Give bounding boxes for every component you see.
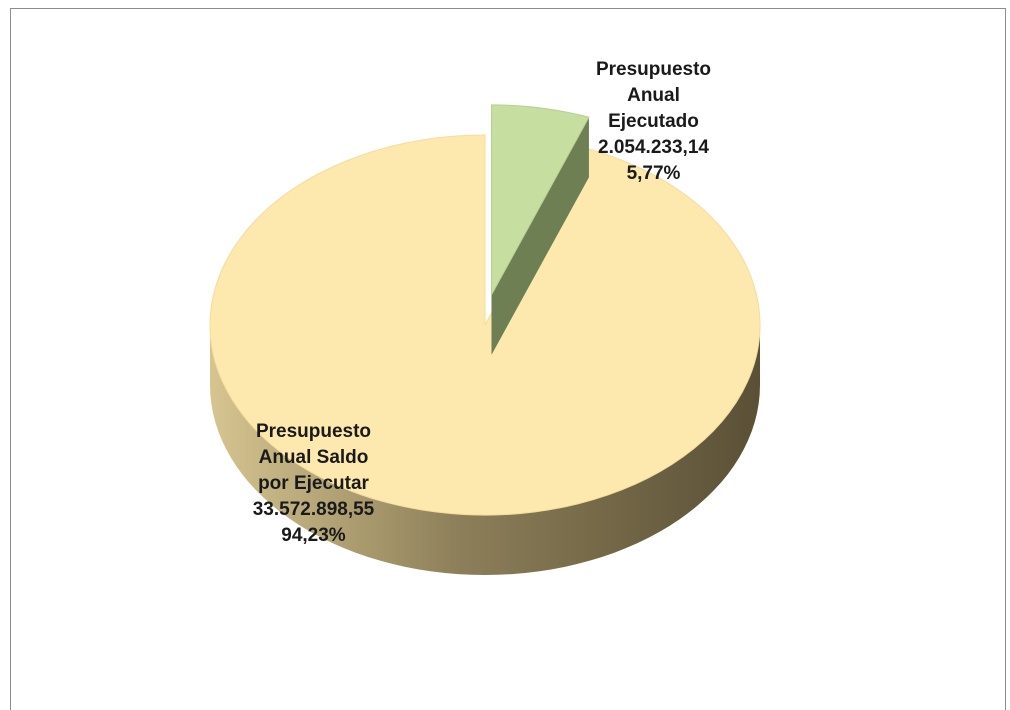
data-label-saldo-value: 33.572.898,55 — [252, 499, 375, 520]
pie-slice-saldo-side — [210, 325, 760, 575]
pie-slice-ejecutado-top — [490, 104, 590, 296]
pie-slice-ejecutado-wall-end — [491, 117, 589, 355]
data-label-ejecutado-value: 2.054.233,14 — [598, 137, 709, 158]
data-label-ejecutado-percent: 5,77% — [626, 163, 681, 184]
data-label-ejecutado: Presupuesto Anual Ejecutado 2.054.233,14… — [571, 57, 736, 187]
data-label-saldo-line2: Anual Saldo — [258, 447, 369, 468]
data-label-saldo: Presupuesto Anual Saldo por Ejecutar 33.… — [226, 419, 401, 549]
data-label-saldo-percent: 94,23% — [281, 525, 346, 546]
data-label-ejecutado-line1: Presupuesto — [595, 59, 712, 80]
pie-slice-saldo-top — [209, 134, 761, 516]
data-label-ejecutado-line3: Ejecutado — [608, 111, 699, 132]
data-label-ejecutado-line2: Anual — [627, 85, 680, 106]
chart-frame: Presupuesto Anual Ejecutado 2.054.233,14… — [10, 8, 1006, 710]
pie-chart — [209, 104, 761, 575]
data-label-saldo-line1: Presupuesto — [255, 421, 372, 442]
data-label-saldo-line3: por Ejecutar — [258, 473, 369, 494]
